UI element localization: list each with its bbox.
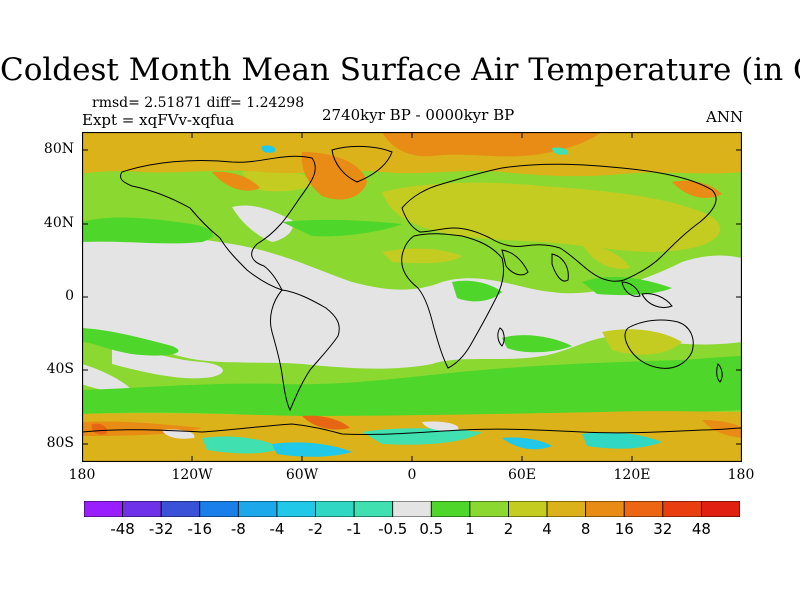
colorbar-box: [508, 501, 548, 517]
colorbar-box: [392, 501, 432, 517]
colorbar-label: 16: [614, 520, 634, 538]
lon-label-120e: 120E: [613, 467, 651, 483]
map-fill: [82, 132, 742, 462]
experiment-label: Expt = xqFVv-xqfua: [82, 111, 235, 129]
colorbar-box: [701, 501, 740, 517]
colorbar-box: [122, 501, 162, 517]
colorbar-label: -4: [269, 520, 285, 538]
lon-label-180w: 180: [68, 467, 96, 483]
colorbar-box: [585, 501, 625, 517]
colorbar-box: [84, 501, 123, 517]
plot-title: Coldest Month Mean Surface Air Temperatu…: [0, 52, 800, 88]
temperature-map: [82, 132, 742, 462]
lat-label-80s: 80S: [46, 435, 74, 451]
colorbar-label: 0.5: [419, 520, 444, 538]
lat-label-80n: 80N: [43, 141, 74, 157]
colorbar-box: [353, 501, 394, 517]
lon-label-120w: 120W: [171, 467, 213, 483]
colorbar-label: -2: [308, 520, 323, 538]
colorbar-label: 2: [503, 520, 514, 538]
colorbar-box: [315, 501, 355, 517]
colorbar-box: [237, 501, 278, 517]
colorbar-label: -1: [346, 520, 362, 538]
lon-label-0: 0: [407, 467, 417, 483]
colorbar-box: [546, 501, 587, 517]
colorbar-label: -16: [187, 520, 213, 538]
lon-label-60w: 60W: [285, 467, 319, 483]
colorbar-box: [160, 501, 201, 517]
colorbar-label: -0.5: [378, 520, 408, 538]
colorbar-box: [199, 501, 239, 517]
colorbar-box: [276, 501, 316, 517]
season-label: ANN: [706, 108, 744, 126]
colorbar-label: 32: [653, 520, 673, 538]
axis-ticks: [82, 132, 742, 462]
stats-label: rmsd= 2.51871 diff= 1.24298: [92, 95, 305, 111]
colorbar-label: -8: [230, 520, 246, 538]
colorbar-label: 8: [580, 520, 591, 538]
colorbar-label: 1: [465, 520, 475, 538]
lat-label-0: 0: [65, 288, 74, 304]
colorbar-label: -48: [110, 520, 135, 538]
lat-label-40s: 40S: [46, 361, 74, 377]
period-label: 2740kyr BP - 0000kyr BP: [322, 106, 515, 124]
lon-label-60e: 60E: [507, 467, 537, 483]
colorbar-box: [469, 501, 509, 517]
colorbar-box: [623, 501, 664, 517]
colorbar-box: [430, 501, 471, 517]
colorbar: [84, 501, 740, 517]
colorbar-label: 48: [691, 520, 711, 538]
colorbar-label: -32: [148, 520, 174, 538]
colorbar-box: [662, 501, 702, 517]
colorbar-label: 4: [542, 520, 552, 538]
lon-label-180e: 180: [727, 467, 755, 483]
lat-label-40n: 40N: [43, 215, 74, 231]
coastlines: [82, 145, 742, 436]
